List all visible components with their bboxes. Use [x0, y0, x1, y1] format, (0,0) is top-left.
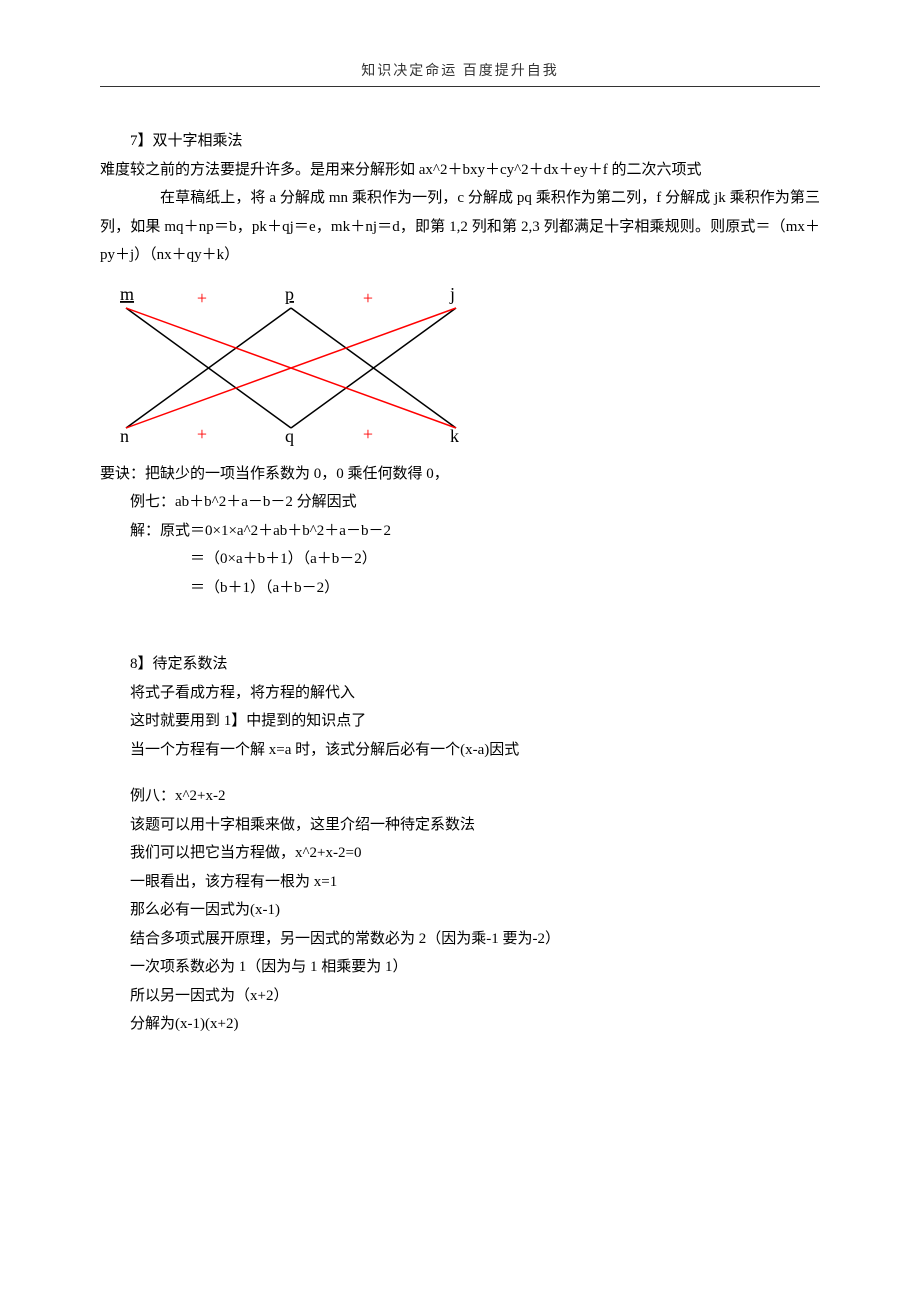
- section-7-para-1: 难度较之前的方法要提升许多。是用来分解形如 ax^2＋bxy＋cy^2＋dx＋e…: [100, 156, 820, 185]
- section-8-para-3: 当一个方程有一个解 x=a 时，该式分解后必有一个(x-a)因式: [100, 736, 820, 765]
- example-8-label: 例八：x^2+x-2: [100, 782, 820, 811]
- svg-text:j: j: [449, 284, 455, 304]
- example-7-label: 例七：ab＋b^2＋a－b－2 分解因式: [100, 488, 820, 517]
- section-8-para-1: 将式子看成方程，将方程的解代入: [100, 679, 820, 708]
- svg-text:m: m: [120, 284, 134, 304]
- page-header: 知识决定命运 百度提升自我: [100, 60, 820, 87]
- svg-text:+: +: [197, 288, 207, 308]
- svg-text:+: +: [363, 288, 373, 308]
- example-7-line-2: ＝（0×a＋b＋1）（a＋b－2）: [100, 545, 820, 574]
- spacer: [100, 626, 820, 650]
- svg-text:p: p: [285, 284, 294, 304]
- section-7-para-2: 在草稿纸上，将 a 分解成 mn 乘积作为一列，c 分解成 pq 乘积作为第二列…: [100, 184, 820, 270]
- section-8-title: 8】待定系数法: [100, 650, 820, 679]
- spacer: [100, 602, 820, 626]
- example-8-line-5: 结合多项式展开原理，另一因式的常数必为 2（因为乘-1 要为-2）: [100, 925, 820, 954]
- svg-text:+: +: [197, 424, 207, 444]
- example-8-line-1: 该题可以用十字相乘来做，这里介绍一种待定系数法: [100, 811, 820, 840]
- example-7-line-1: 解：原式＝0×1×a^2＋ab＋b^2＋a－b－2: [100, 517, 820, 546]
- example-8-line-2: 我们可以把它当方程做，x^2+x-2=0: [100, 839, 820, 868]
- example-8-line-4: 那么必有一因式为(x-1): [100, 896, 820, 925]
- example-7-line-3: ＝（b＋1）（a＋b－2）: [100, 574, 820, 603]
- section-7-tip: 要诀：把缺少的一项当作系数为 0，0 乘任何数得 0，: [100, 460, 820, 489]
- double-cross-diagram: m p j n q k + + + +: [100, 278, 480, 448]
- svg-text:q: q: [285, 426, 294, 446]
- document-body: 7】双十字相乘法 难度较之前的方法要提升许多。是用来分解形如 ax^2＋bxy＋…: [100, 127, 820, 1039]
- svg-text:n: n: [120, 426, 129, 446]
- svg-text:+: +: [363, 424, 373, 444]
- example-8-line-8: 分解为(x-1)(x+2): [100, 1010, 820, 1039]
- spacer: [100, 764, 820, 782]
- example-8-line-3: 一眼看出，该方程有一根为 x=1: [100, 868, 820, 897]
- example-8-line-6: 一次项系数必为 1（因为与 1 相乘要为 1）: [100, 953, 820, 982]
- section-8-para-2: 这时就要用到 1】中提到的知识点了: [100, 707, 820, 736]
- section-7-title: 7】双十字相乘法: [100, 127, 820, 156]
- svg-text:k: k: [450, 426, 459, 446]
- example-8-line-7: 所以另一因式为（x+2）: [100, 982, 820, 1011]
